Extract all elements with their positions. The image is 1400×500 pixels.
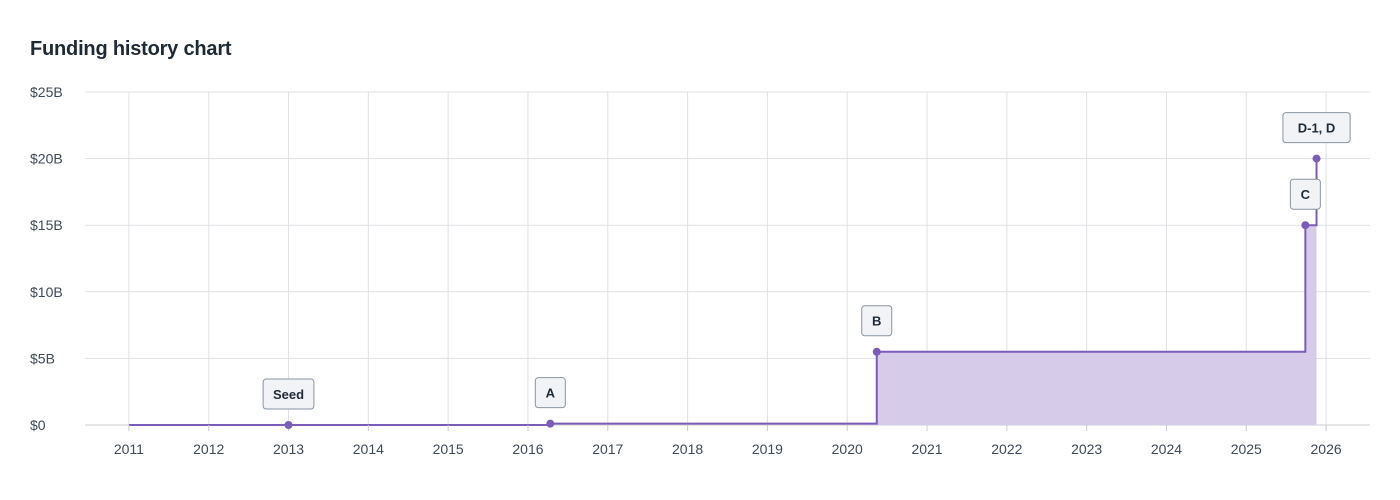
- funding-point[interactable]: [1301, 221, 1310, 230]
- x-tick-label: 2016: [512, 441, 543, 457]
- round-label: C: [1289, 178, 1321, 210]
- round-label-text: Seed: [273, 387, 304, 402]
- round-label-box: [534, 377, 566, 409]
- round-label-text: B: [872, 314, 881, 329]
- funding-area: [128, 158, 1317, 425]
- round-label-text: D-1, D: [1298, 121, 1336, 136]
- y-tick-label: $20B: [30, 151, 63, 167]
- x-tick-label: 2026: [1311, 441, 1342, 457]
- axes: $0 $5B $10B $15B $20B $25B 2011 2012 2013 2014 201…: [30, 84, 1342, 457]
- round-label-box: [262, 378, 315, 410]
- funding-point[interactable]: [284, 421, 293, 429]
- data-points: [284, 154, 1321, 429]
- x-tick-label: 2021: [911, 441, 942, 457]
- x-tick-label: 2020: [832, 441, 863, 457]
- round-label: B: [861, 305, 893, 337]
- funding-point[interactable]: [546, 419, 555, 428]
- x-tick-label: 2023: [1071, 441, 1102, 457]
- funding-line: [128, 158, 1318, 426]
- round-label-text: C: [1301, 187, 1311, 202]
- round-label: D-1, D: [1282, 112, 1351, 144]
- round-label-text: A: [546, 386, 556, 401]
- y-tick-label: $5B: [30, 350, 55, 366]
- x-tick-label: 2024: [1151, 441, 1182, 457]
- x-tick-label: 2025: [1231, 441, 1262, 457]
- y-tick-label: $15B: [30, 217, 63, 233]
- x-tick-label: 2015: [433, 441, 464, 457]
- round-label-box: [1289, 178, 1321, 210]
- x-tick-label: 2012: [193, 441, 224, 457]
- chart-title: Funding history chart: [30, 38, 232, 60]
- y-tick-label: $0: [30, 417, 46, 433]
- x-tick-label: 2019: [752, 441, 783, 457]
- funding-point[interactable]: [872, 347, 881, 356]
- x-tick-label: 2013: [273, 441, 304, 457]
- round-label-box: [861, 305, 893, 337]
- round-label-box: [1282, 112, 1351, 144]
- funding-point[interactable]: [1312, 154, 1321, 163]
- x-tick-label: 2014: [353, 441, 384, 457]
- step-line: [128, 158, 1318, 426]
- grid: [85, 91, 1370, 426]
- x-tick-label: 2011: [114, 441, 144, 457]
- x-tick-label: 2018: [672, 441, 703, 457]
- round-labels: Seed A B C D-1, D: [262, 112, 1351, 410]
- y-tick-label: $25B: [30, 84, 63, 100]
- x-tick-label: 2022: [991, 441, 1022, 457]
- area-fill: [128, 158, 1317, 425]
- round-label: A: [534, 377, 566, 409]
- x-tick-label: 2017: [592, 441, 623, 457]
- round-label: Seed: [262, 378, 315, 410]
- y-tick-label: $10B: [30, 284, 63, 300]
